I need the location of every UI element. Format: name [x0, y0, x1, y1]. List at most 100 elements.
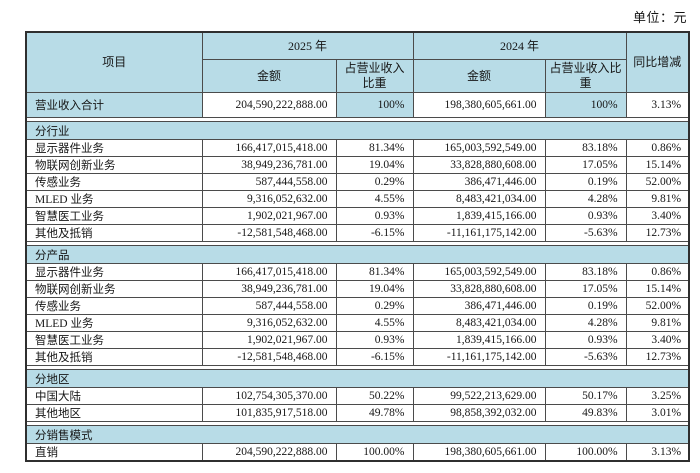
- amount-2024: 33,828,880,608.00: [412, 156, 546, 174]
- yoy-change: 3.01%: [625, 404, 690, 422]
- proportion-2025: -6.15%: [335, 348, 414, 366]
- proportion-2025: 0.29%: [335, 173, 414, 191]
- table-row: 物联网创新业务 38,949,236,781.00 19.04% 33,828,880…: [25, 280, 690, 298]
- amount-2025: 9,316,052,632.00: [201, 190, 337, 208]
- table-row: 传感业务 587,444,558.00 0.29% 386,471,446.00 0.1…: [25, 173, 690, 191]
- row-label: 物联网创新业务: [25, 156, 203, 174]
- amount-2025: 204,590,222,888.00: [201, 92, 337, 118]
- row-label: 直销: [25, 443, 203, 462]
- section-header-label: 分产品: [25, 245, 690, 264]
- amount-2025: 166,417,015,418.00: [201, 139, 337, 157]
- amount-2025: 1,902,021,967.00: [201, 331, 337, 349]
- row-label: 智慧医工业务: [25, 331, 203, 349]
- amount-2025: 1,902,021,967.00: [201, 207, 337, 225]
- amount-2025: 38,949,236,781.00: [201, 280, 337, 298]
- yoy-change: 12.73%: [625, 348, 690, 366]
- row-label: 其他及抵销: [25, 348, 203, 366]
- section-gap: [26, 365, 690, 370]
- proportion-2025: 100.00%: [335, 443, 414, 462]
- amount-2024: -11,161,175,142.00: [412, 348, 546, 366]
- row-label: 显示器件业务: [25, 139, 203, 157]
- proportion-2025: 0.29%: [335, 297, 414, 315]
- section-gap-cell: [26, 117, 690, 122]
- table-row: 传感业务 587,444,558.00 0.29% 386,471,446.00 0.1…: [25, 297, 690, 315]
- amount-2025: -12,581,548,468.00: [201, 224, 337, 242]
- amount-2025: -12,581,548,468.00: [201, 348, 337, 366]
- amount-2024: 198,380,605,661.00: [412, 92, 546, 118]
- table-row: MLED 业务 9,316,052,632.00 4.55% 8,483,421,03…: [25, 314, 690, 332]
- table-row: 智慧医工业务 1,902,021,967.00 0.93% 1,839,415,166…: [25, 207, 690, 225]
- section-gap-cell: [26, 241, 690, 246]
- proportion-2025: 81.34%: [335, 263, 414, 281]
- yoy-change: 0.86%: [625, 263, 690, 281]
- amount-2024: 386,471,446.00: [412, 173, 546, 191]
- column-header-yoy: 同比增减: [625, 31, 690, 93]
- row-label: 其他地区: [25, 404, 203, 422]
- column-header-year-2025: 2025 年: [201, 31, 414, 60]
- column-header-proportion-2024: 占营业收入比重: [544, 59, 627, 93]
- amount-2025: 102,754,305,370.00: [201, 387, 337, 405]
- table-row: 其他及抵销 -12,581,548,468.00 -6.15% -11,161,175…: [25, 224, 690, 242]
- table-row: 显示器件业务 166,417,015,418.00 81.34% 165,003,59…: [25, 263, 690, 281]
- revenue-breakdown-table: 项目 2025 年 2024 年 同比增减 金额 占营业收入比重 金额 占营业收…: [25, 31, 691, 462]
- section-header-row: 分产品: [25, 245, 690, 264]
- yoy-change: 3.13%: [625, 92, 690, 118]
- section-header-label: 分地区: [25, 369, 690, 388]
- amount-2024: 33,828,880,608.00: [412, 280, 546, 298]
- amount-2024: 99,522,213,629.00: [412, 387, 546, 405]
- proportion-2024: 4.28%: [544, 190, 627, 208]
- amount-2025: 204,590,222,888.00: [201, 443, 337, 462]
- section-header-label: 分行业: [25, 121, 690, 140]
- yoy-change: 9.81%: [625, 190, 690, 208]
- proportion-2024: 50.17%: [544, 387, 627, 405]
- proportion-2024: 17.05%: [544, 280, 627, 298]
- row-label: 传感业务: [25, 173, 203, 191]
- amount-2024: 165,003,592,549.00: [412, 263, 546, 281]
- yoy-change: 0.86%: [625, 139, 690, 157]
- proportion-2024: 0.93%: [544, 331, 627, 349]
- yoy-change: 52.00%: [625, 173, 690, 191]
- row-label: MLED 业务: [25, 190, 203, 208]
- amount-2025: 38,949,236,781.00: [201, 156, 337, 174]
- proportion-2025: 19.04%: [335, 156, 414, 174]
- proportion-2024: 0.19%: [544, 297, 627, 315]
- table-row: 其他地区 101,835,917,518.00 49.78% 98,858,392,0…: [25, 404, 690, 422]
- section-header-label: 分销售模式: [25, 425, 690, 444]
- yoy-change: 3.40%: [625, 331, 690, 349]
- amount-2024: 1,839,415,166.00: [412, 331, 546, 349]
- column-header-amount-2024: 金额: [412, 59, 546, 93]
- section-gap: [26, 421, 690, 426]
- proportion-2024: 17.05%: [544, 156, 627, 174]
- proportion-2025: 81.34%: [335, 139, 414, 157]
- proportion-2025: 50.22%: [335, 387, 414, 405]
- unit-label: 单位：元: [632, 10, 687, 25]
- proportion-2024: 4.28%: [544, 314, 627, 332]
- amount-2025: 9,316,052,632.00: [201, 314, 337, 332]
- amount-2024: 98,858,392,032.00: [412, 404, 546, 422]
- yoy-change: 12.73%: [625, 224, 690, 242]
- row-label: 智慧医工业务: [25, 207, 203, 225]
- row-label: 营业收入合计: [25, 92, 203, 118]
- yoy-change: 9.81%: [625, 314, 690, 332]
- table-body: 营业收入合计 204,590,222,888.00 100% 198,380,605,…: [25, 92, 690, 462]
- yoy-change: 3.40%: [625, 207, 690, 225]
- amount-2024: -11,161,175,142.00: [412, 224, 546, 242]
- column-header-year-2024: 2024 年: [412, 31, 627, 60]
- proportion-2024: 83.18%: [544, 139, 627, 157]
- table-row: MLED 业务 9,316,052,632.00 4.55% 8,483,421,03…: [25, 190, 690, 208]
- amount-2025: 587,444,558.00: [201, 297, 337, 315]
- table-row: 智慧医工业务 1,902,021,967.00 0.93% 1,839,415,166…: [25, 331, 690, 349]
- proportion-2025: -6.15%: [335, 224, 414, 242]
- amount-2024: 198,380,605,661.00: [412, 443, 546, 462]
- amount-2024: 386,471,446.00: [412, 297, 546, 315]
- row-label: 显示器件业务: [25, 263, 203, 281]
- column-header-amount-2025: 金额: [201, 59, 337, 93]
- total-row: 营业收入合计 204,590,222,888.00 100% 198,380,605,…: [25, 92, 690, 118]
- proportion-2024: 100.00%: [544, 443, 627, 462]
- row-label: 其他及抵销: [25, 224, 203, 242]
- yoy-change: 15.14%: [625, 280, 690, 298]
- table-row: 其他及抵销 -12,581,548,468.00 -6.15% -11,161,175…: [25, 348, 690, 366]
- amount-2025: 101,835,917,518.00: [201, 404, 337, 422]
- table-header: 项目 2025 年 2024 年 同比增减 金额 占营业收入比重 金额 占营业收…: [25, 31, 690, 93]
